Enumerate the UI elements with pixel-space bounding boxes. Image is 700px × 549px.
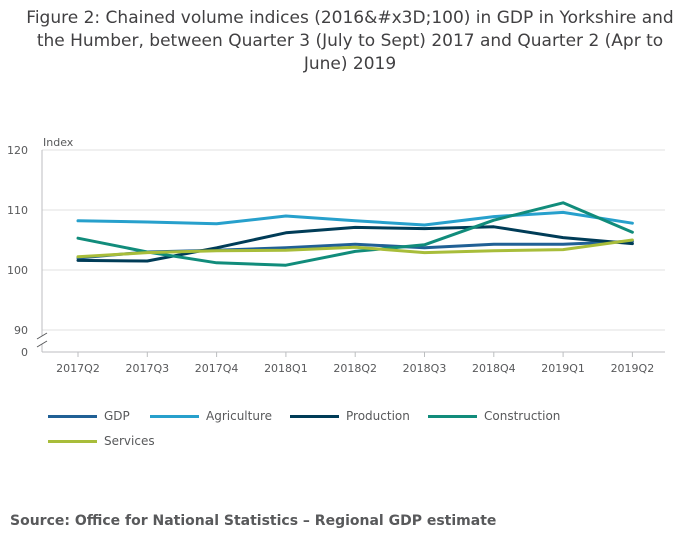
x-tick-label: 2018Q3 [403,362,447,375]
gridlines [42,149,665,331]
source-note: Source: Office for National Statistics –… [10,513,497,529]
legend-item-gdp[interactable]: GDP [48,408,130,424]
y-tick-label: 0 [21,346,28,359]
legend-label: Services [104,434,155,448]
x-axis: 2017Q2 2017Q3 2017Q4 2018Q1 2018Q2 2018Q3 2018… [42,351,665,375]
legend-item-agriculture[interactable]: Agriculture [150,408,272,424]
legend-item-production[interactable]: Production [290,408,410,424]
legend-label: Production [346,409,410,423]
x-tick-label: 2019Q2 [611,362,655,375]
series-line-agriculture [76,210,634,227]
chart-title: Figure 2: Chained volume indices (2016&#… [26,8,674,74]
x-tick-label: 2018Q4 [472,362,516,375]
y-tick-label: 110 [7,204,28,217]
y-tick-label: 90 [14,324,28,337]
legend-label: Agriculture [206,409,272,423]
y-tick-label: 120 [7,144,28,157]
axis-break-mark [36,340,48,348]
axis-break-mark [36,332,48,340]
series-lines [76,201,634,267]
y-axis-label: Index [43,136,74,149]
y-axis: 120 110 100 90 0 [7,144,48,359]
legend-swatch [48,439,97,443]
series-line-construction [76,201,634,267]
legend-swatch [428,414,477,418]
legend-label: GDP [104,409,130,423]
x-tick-label: 2018Q1 [264,362,308,375]
legend-item-services[interactable]: Services [48,433,155,449]
x-tick-label: 2018Q2 [333,362,377,375]
legend-swatch [150,414,199,418]
x-tick-label: 2017Q4 [195,362,239,375]
y-tick-label: 100 [7,264,28,277]
legend-swatch [48,414,97,418]
legend-item-construction[interactable]: Construction [428,408,560,424]
legend-label: Construction [484,409,561,423]
legend-swatch [290,414,339,418]
x-tick-label: 2017Q3 [125,362,169,375]
series-line-services [76,238,634,259]
x-tick-label: 2017Q2 [56,362,100,375]
x-tick-label: 2019Q1 [541,362,585,375]
